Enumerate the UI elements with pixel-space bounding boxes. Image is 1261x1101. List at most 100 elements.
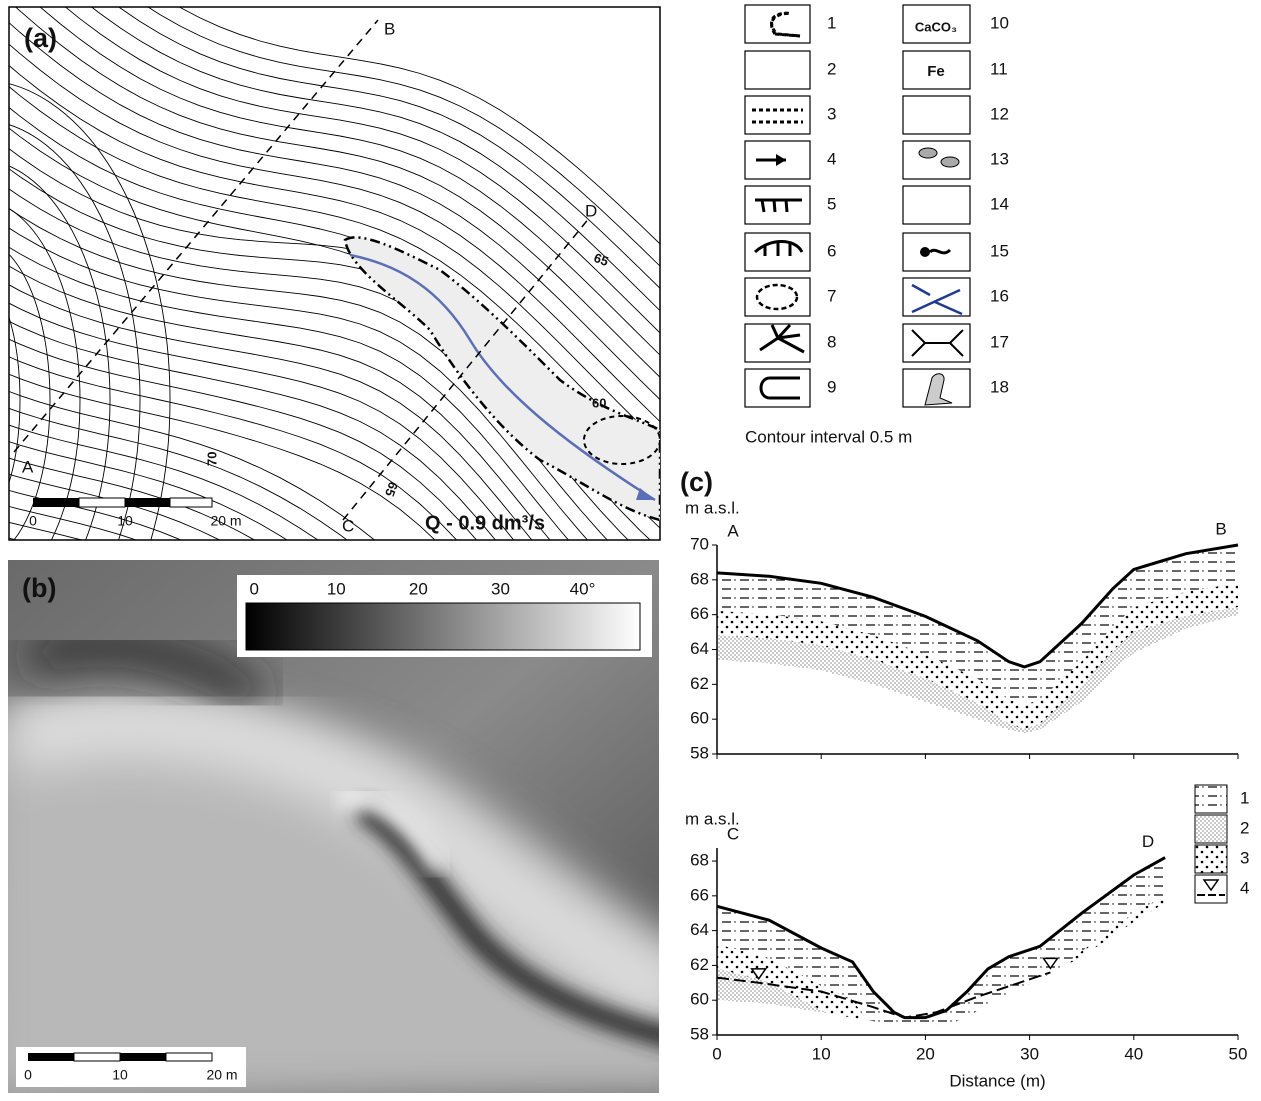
discharge-label: Q - 0.9 dm³/s bbox=[425, 512, 545, 534]
legend-box bbox=[745, 96, 810, 134]
legend-box bbox=[745, 324, 810, 362]
deposits bbox=[717, 545, 1238, 733]
colorbar-tick-label: 20 bbox=[409, 579, 428, 598]
legend-number: 9 bbox=[827, 377, 836, 396]
x-tick-label: 30 bbox=[1020, 1044, 1039, 1063]
legend-box-text: CaCO₃ bbox=[915, 19, 957, 34]
y-tick-label: 70 bbox=[690, 534, 709, 553]
legend-icon bbox=[941, 157, 959, 167]
profile-end-label: D bbox=[1142, 832, 1154, 851]
y-tick-label: 64 bbox=[690, 639, 709, 658]
y-tick-label: 60 bbox=[690, 990, 709, 1009]
legend-number: 2 bbox=[827, 59, 836, 78]
legend-number: 16 bbox=[990, 286, 1009, 305]
legend-number: 12 bbox=[990, 104, 1009, 123]
y-tick-label: 66 bbox=[690, 604, 709, 623]
legend-box bbox=[903, 186, 970, 224]
scale-label: 10 bbox=[117, 513, 133, 529]
profile-end-label: C bbox=[727, 824, 739, 843]
panel-label: (c) bbox=[680, 467, 713, 497]
x-tick-label: 20 bbox=[916, 1044, 935, 1063]
legend-number: 4 bbox=[827, 149, 836, 168]
legend-swatch bbox=[1195, 815, 1227, 843]
deposit-layer bbox=[717, 858, 1165, 1056]
y-tick-label: 60 bbox=[690, 709, 709, 728]
scale-bar bbox=[79, 498, 125, 507]
legend-number: 7 bbox=[827, 286, 836, 305]
x-tick-label: 0 bbox=[712, 1044, 721, 1063]
legend-box bbox=[745, 186, 810, 224]
scale-bar bbox=[120, 1053, 166, 1061]
panel-label: (a) bbox=[24, 23, 57, 53]
scale-bar bbox=[33, 498, 79, 507]
legend-label: 4 bbox=[1240, 878, 1249, 897]
scale-bar bbox=[166, 1053, 212, 1061]
x-tick-label: 50 bbox=[1229, 1044, 1248, 1063]
scale-label: 0 bbox=[29, 513, 37, 529]
legend-number: 6 bbox=[827, 241, 836, 260]
legend-box bbox=[745, 278, 810, 316]
x-tick-label: 10 bbox=[812, 1044, 831, 1063]
scale-label: 0 bbox=[24, 1067, 32, 1083]
legend-box bbox=[745, 5, 810, 43]
y-tick-label: 62 bbox=[690, 955, 709, 974]
profile-end-label: B bbox=[1215, 519, 1226, 538]
y-tick-label: 66 bbox=[690, 885, 709, 904]
scale-label: 20 m bbox=[210, 513, 241, 529]
legend-number: 10 bbox=[990, 13, 1009, 32]
legend-number: 13 bbox=[990, 149, 1009, 168]
colorbar-tick-label: 40° bbox=[570, 579, 596, 598]
profile-label: C bbox=[342, 516, 354, 535]
cross-sections: 58 60 62 64 66 68 70 m a.s.l. A B 58 60 62 64 66 68 0 10 2… bbox=[685, 498, 1249, 1090]
legend-number: 5 bbox=[827, 194, 836, 213]
colorbar-tick-label: 30 bbox=[491, 579, 510, 598]
x-axis-label: Distance (m) bbox=[949, 1071, 1045, 1090]
legend-label: 2 bbox=[1240, 818, 1249, 837]
legend-icon bbox=[919, 148, 937, 158]
x-tick-label: 40 bbox=[1124, 1044, 1143, 1063]
scale-label: 20 m bbox=[206, 1067, 237, 1083]
legend-box bbox=[745, 51, 810, 89]
y-tick-label: 62 bbox=[690, 674, 709, 693]
legend-box bbox=[903, 96, 970, 134]
legend-number: 1 bbox=[827, 13, 836, 32]
legend-box bbox=[745, 369, 810, 407]
legend-label: 3 bbox=[1240, 848, 1249, 867]
panel-label: (b) bbox=[22, 573, 56, 603]
legend-swatch bbox=[1195, 845, 1227, 873]
legend-label: 1 bbox=[1240, 788, 1249, 807]
y-tick-label: 58 bbox=[690, 743, 709, 762]
colorbar-tick-label: 0 bbox=[249, 579, 258, 598]
y-tick-label: 68 bbox=[690, 851, 709, 870]
y-axis-label: m a.s.l. bbox=[685, 498, 740, 517]
profile-label: D bbox=[585, 201, 597, 220]
y-tick-label: 58 bbox=[690, 1024, 709, 1043]
scale-bar bbox=[170, 498, 212, 507]
legend-number: 8 bbox=[827, 332, 836, 351]
legend-number: 3 bbox=[827, 104, 836, 123]
contour-interval: Contour interval 0.5 m bbox=[745, 427, 912, 446]
y-tick-label: 64 bbox=[690, 920, 709, 939]
scale-bar bbox=[28, 1053, 74, 1061]
figure: (a) A B C D 65 60 70 65 0 10 20 m Q - 0.… bbox=[0, 0, 1261, 1096]
contour-label: 70 bbox=[204, 452, 219, 466]
profile-label: B bbox=[384, 19, 395, 38]
legend-box bbox=[903, 141, 970, 179]
legend-number: 18 bbox=[990, 377, 1009, 396]
profile-end-label: A bbox=[727, 521, 739, 540]
map-legend: 1 10 2 11 3 12 4 13 5 14 6 15 7 16 8 17 9 18 CaCO₃ Fe Con… bbox=[745, 5, 1009, 446]
legend-number: 17 bbox=[990, 332, 1009, 351]
legend-number: 11 bbox=[990, 59, 1008, 78]
contour-label: 60 bbox=[592, 395, 606, 410]
scale-bar bbox=[74, 1053, 120, 1061]
colorbar bbox=[246, 603, 640, 650]
legend-number: 15 bbox=[990, 241, 1009, 260]
scale-bar bbox=[125, 498, 170, 507]
profile-label: A bbox=[22, 457, 34, 476]
y-tick-label: 68 bbox=[690, 569, 709, 588]
legend-box-text: Fe bbox=[927, 63, 945, 80]
legend-number: 14 bbox=[990, 194, 1009, 213]
legend-icon bbox=[920, 247, 930, 257]
legend-swatch bbox=[1195, 785, 1227, 813]
